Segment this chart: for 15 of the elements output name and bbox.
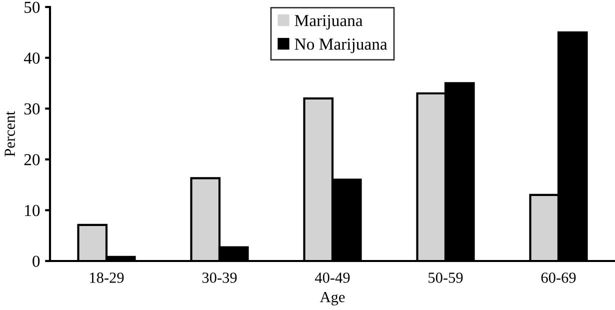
legend-label: No Marijuana	[294, 38, 388, 54]
x-tick-label: 60-69	[541, 272, 576, 283]
y-tick-label: 40	[24, 52, 40, 64]
y-tick-label: 10	[25, 204, 40, 216]
y-tick-label: 50	[24, 2, 40, 13]
y-tick-label: 0	[32, 256, 40, 267]
x-tick-label: 40-49	[314, 272, 350, 283]
legend-label: Marijuana	[294, 15, 363, 30]
x-axis-title: Age	[320, 292, 345, 306]
y-tick-label: 30	[24, 103, 40, 115]
x-tick-label: 18-29	[90, 272, 124, 283]
x-tick-label: 30-39	[202, 272, 237, 283]
x-tick-label: 50-59	[428, 272, 463, 283]
y-axis-title: Percent	[4, 111, 15, 156]
y-tick-label: 20	[24, 154, 40, 166]
